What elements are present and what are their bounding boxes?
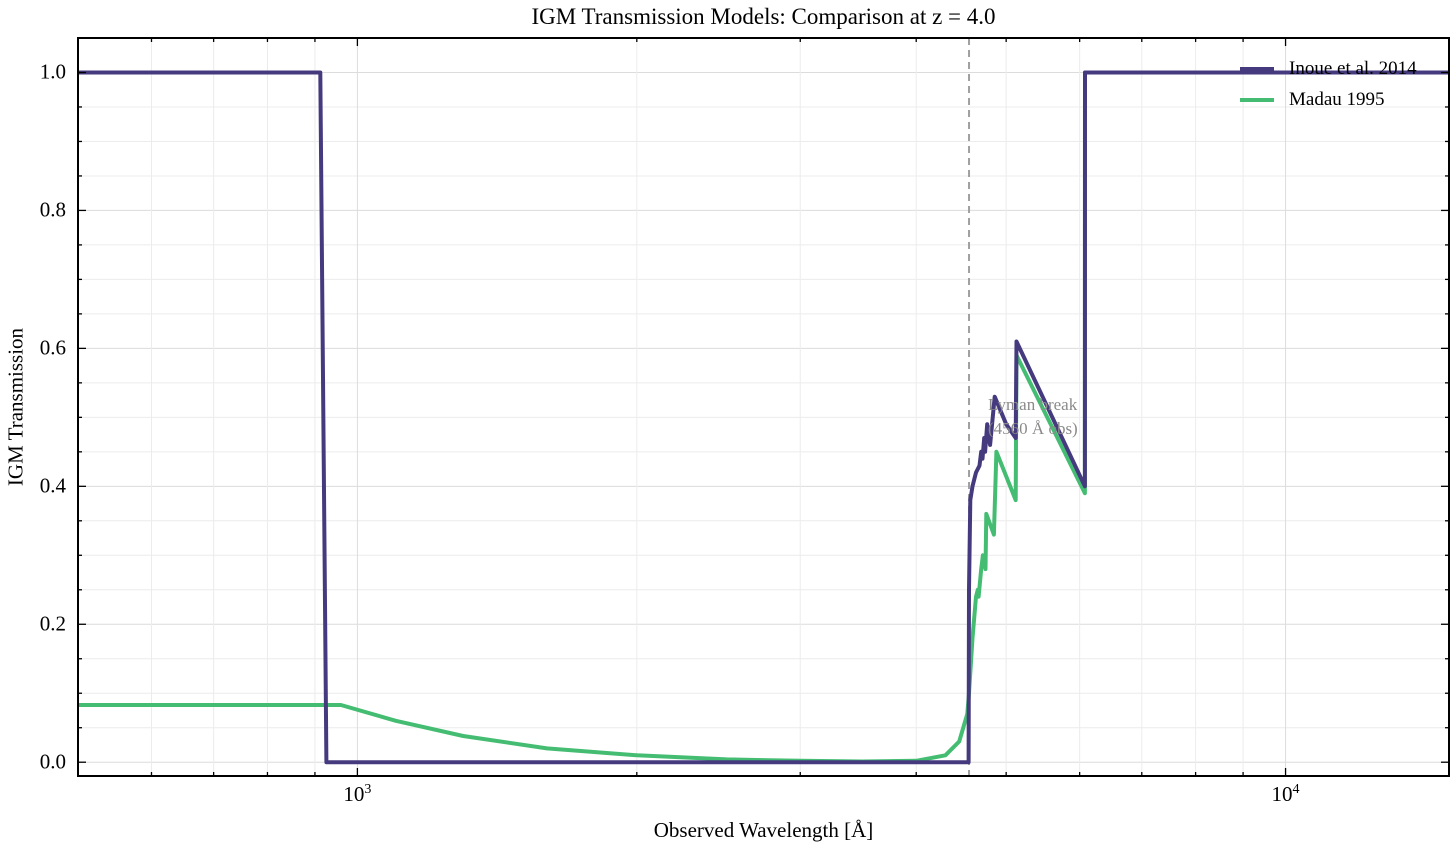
y-tick-label: 0.8: [39, 197, 66, 222]
series-line-madau: [78, 70, 1449, 764]
legend: Inoue et al. 2014 Madau 1995: [1240, 53, 1417, 115]
y-tick-label: 0.4: [39, 473, 66, 498]
x-tick-label: 103: [343, 782, 372, 806]
series-line-inoue: [78, 70, 1449, 765]
legend-label-inoue: Inoue et al. 2014: [1289, 57, 1417, 79]
annotation-line-1: Lyman break: [988, 395, 1078, 414]
legend-swatch-madau: [1240, 97, 1274, 102]
legend-label-madau: Madau 1995: [1289, 88, 1385, 110]
plot-frame: [77, 37, 1450, 777]
legend-item-madau: Madau 1995: [1240, 84, 1417, 115]
y-tick-label: 1.0: [39, 59, 66, 84]
y-tick-label: 0.6: [39, 335, 66, 360]
annotation-line-2: (4560 Å obs): [988, 419, 1078, 438]
legend-swatch-inoue: [1240, 66, 1274, 71]
grid-lines: [77, 38, 1449, 776]
series-layer: [78, 70, 1449, 765]
y-tick-label: 0.0: [39, 749, 66, 774]
legend-item-inoue: Inoue et al. 2014: [1240, 53, 1417, 84]
x-tick-label: 104: [1271, 782, 1300, 806]
y-tick-label: 0.2: [39, 611, 66, 636]
chart-title: IGM Transmission Models: Comparison at z…: [531, 4, 996, 29]
x-axis-label: Observed Wavelength [Å]: [653, 818, 874, 842]
